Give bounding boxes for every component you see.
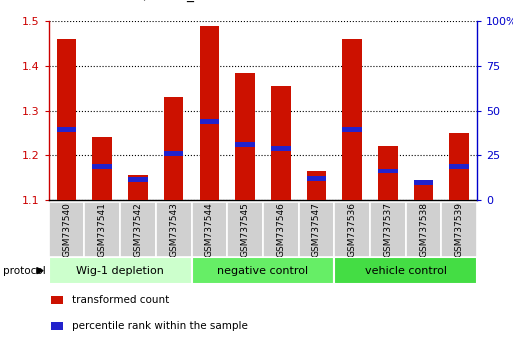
Bar: [413, 180, 433, 200]
Bar: [342, 39, 362, 200]
Text: GSM737540: GSM737540: [62, 202, 71, 257]
Bar: [307, 171, 326, 200]
Bar: [271, 146, 290, 151]
Text: transformed count: transformed count: [72, 295, 169, 305]
Bar: [271, 86, 290, 200]
FancyBboxPatch shape: [263, 202, 299, 257]
Text: GSM737541: GSM737541: [98, 202, 107, 257]
FancyBboxPatch shape: [406, 202, 441, 257]
Text: GSM737543: GSM737543: [169, 202, 178, 257]
FancyBboxPatch shape: [120, 202, 156, 257]
Bar: [378, 147, 398, 200]
Bar: [235, 73, 255, 200]
Text: GSM737537: GSM737537: [383, 202, 392, 257]
Text: GSM737538: GSM737538: [419, 202, 428, 257]
Text: GSM737544: GSM737544: [205, 202, 214, 257]
Bar: [449, 133, 469, 200]
Text: GSM737547: GSM737547: [312, 202, 321, 257]
Bar: [413, 180, 433, 184]
Bar: [128, 177, 148, 182]
Text: negative control: negative control: [218, 266, 308, 276]
FancyBboxPatch shape: [49, 257, 191, 284]
Bar: [164, 97, 184, 200]
Text: vehicle control: vehicle control: [365, 266, 447, 276]
FancyBboxPatch shape: [156, 202, 191, 257]
FancyBboxPatch shape: [191, 202, 227, 257]
Text: Wig-1 depletion: Wig-1 depletion: [76, 266, 164, 276]
Text: GSM737536: GSM737536: [348, 202, 357, 257]
Text: GDS5185 / ILMN_2490076: GDS5185 / ILMN_2490076: [74, 0, 256, 2]
Bar: [92, 137, 112, 200]
FancyBboxPatch shape: [299, 202, 334, 257]
FancyBboxPatch shape: [334, 257, 477, 284]
FancyBboxPatch shape: [49, 202, 85, 257]
Text: GSM737545: GSM737545: [241, 202, 249, 257]
Bar: [57, 39, 76, 200]
Bar: [378, 169, 398, 173]
FancyBboxPatch shape: [85, 202, 120, 257]
Bar: [164, 150, 184, 155]
Bar: [92, 164, 112, 169]
Bar: [200, 26, 219, 200]
Text: GSM737542: GSM737542: [133, 202, 143, 257]
Text: protocol: protocol: [3, 266, 45, 276]
FancyBboxPatch shape: [441, 202, 477, 257]
Bar: [235, 142, 255, 147]
Bar: [57, 127, 76, 132]
Bar: [449, 164, 469, 169]
Bar: [307, 176, 326, 181]
Text: GSM737539: GSM737539: [455, 202, 464, 257]
FancyBboxPatch shape: [227, 202, 263, 257]
Text: GSM737546: GSM737546: [277, 202, 285, 257]
Text: percentile rank within the sample: percentile rank within the sample: [72, 321, 248, 331]
Bar: [200, 119, 219, 124]
Bar: [128, 176, 148, 200]
FancyBboxPatch shape: [334, 202, 370, 257]
Bar: [342, 127, 362, 132]
FancyBboxPatch shape: [191, 257, 334, 284]
FancyBboxPatch shape: [370, 202, 406, 257]
